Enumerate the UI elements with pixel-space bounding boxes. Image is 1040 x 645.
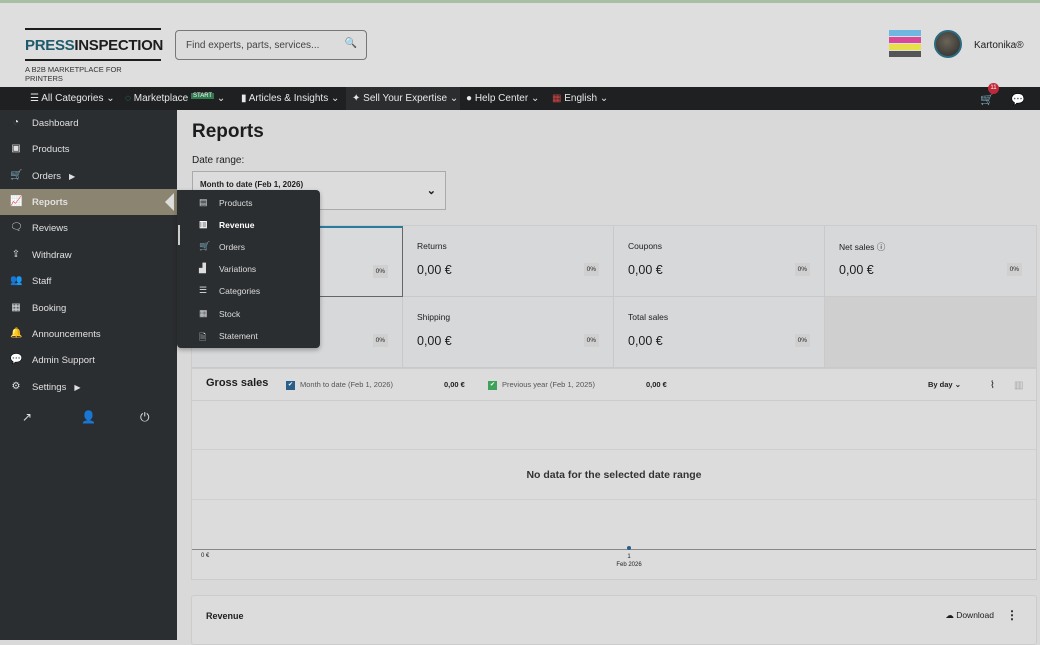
search-icon[interactable]: 🔍 <box>344 38 357 49</box>
download-button[interactable]: ☁ Download <box>945 610 994 620</box>
bell-icon: 🔔 <box>10 328 23 339</box>
caret-right-icon: ▶ <box>74 383 81 392</box>
start-badge: START <box>190 93 215 99</box>
nav-all-categories[interactable]: ☰ All Categories ⌄ <box>30 93 115 104</box>
list-icon: ☰ <box>199 285 208 295</box>
summary-card-net-sales[interactable]: Net sales ⓘ 0,00 €0% <box>825 226 1036 297</box>
summary-card[interactable]: 0% <box>192 297 403 368</box>
summary-card-total-sales[interactable]: Total sales 0,00 €0% <box>614 297 825 368</box>
sidebar-item-announcements[interactable]: 🔔 Announcements <box>10 328 101 340</box>
chat-icon[interactable]: 💬 <box>1011 94 1025 106</box>
cart-icon[interactable]: 🛒 <box>980 94 994 106</box>
summary-card-shipping[interactable]: Shipping 0,00 €0% <box>403 297 614 368</box>
sidebar-item-dashboard[interactable]: ◔ Dashboard <box>0 110 177 136</box>
uk-flag-icon: ▦ <box>552 93 562 104</box>
calendar-icon: ▤ <box>199 197 208 207</box>
sidebar-item-products[interactable]: ▣ Products <box>11 143 70 155</box>
cart-icon: 🛒 <box>10 170 23 181</box>
boxes-icon: ▟ <box>199 263 206 273</box>
x-tick: 1 Feb 2026 <box>616 554 642 568</box>
data-point <box>627 546 631 550</box>
legend-previous[interactable]: ✔ Previous year (Feb 1, 2025) <box>488 380 595 390</box>
sidebar-item-withdraw[interactable]: ⇪ Withdraw <box>11 249 72 261</box>
external-link-icon[interactable]: ↗ <box>22 410 33 424</box>
chart-icon: 📈 <box>10 196 23 207</box>
calendar-icon: ▦ <box>11 302 21 313</box>
legend-previous-value: 0,00 € <box>646 380 667 389</box>
nav-language[interactable]: ▦ English ⌄ <box>552 93 609 104</box>
users-icon: 👥 <box>10 275 23 286</box>
sidebar-item-settings[interactable]: ⚙ Settings ▶ <box>11 381 81 393</box>
y-tick: 0 € <box>201 553 210 559</box>
chevron-down-icon: ⌄ <box>426 185 436 197</box>
nav-marketplace[interactable]: ◌ Marketplace START ⌄ <box>125 93 226 104</box>
main-nav: ☰ All Categories ⌄ ◌ Marketplace START ⌄… <box>0 83 1040 110</box>
user-name[interactable]: Kartonika® <box>974 40 1024 51</box>
dashboard-icon: ◔ <box>12 117 20 128</box>
x-axis <box>192 549 1036 550</box>
legend-current-value: 0,00 € <box>444 380 465 389</box>
user-icon[interactable]: 👤 <box>81 410 96 424</box>
warehouse-icon: ▦ <box>199 308 208 318</box>
sidebar-item-booking[interactable]: ▦ Booking <box>11 302 67 314</box>
page-title: Reports <box>192 121 264 142</box>
support-icon: 💬 <box>10 354 23 365</box>
logo-tagline: A B2B MARKETPLACE FOR PRINTERS <box>25 65 122 83</box>
sidebar: ◔ Dashboard ▣ Products 🛒 Orders ▶ 📈 Reports 🗨… <box>0 110 177 640</box>
no-data-message: No data for the selected date range <box>526 469 702 481</box>
gross-sales-chart: Gross sales ✔ Month to date (Feb 1, 2026)… <box>191 368 1037 580</box>
date-range-label: Date range: <box>192 155 245 166</box>
empty-card <box>825 297 1036 368</box>
checkbox-icon: ✔ <box>286 380 295 390</box>
cloud-download-icon: ☁ <box>945 610 954 620</box>
nav-help-center[interactable]: ● Help Center ⌄ <box>466 93 540 104</box>
line-chart-icon[interactable]: ⌇ <box>990 380 995 391</box>
sidebar-item-orders[interactable]: 🛒 Orders ▶ <box>10 170 76 182</box>
bar-chart-icon: ▥ <box>199 219 208 229</box>
sidebar-item-reports[interactable]: 📈 Reports <box>0 189 177 215</box>
gear-icon: ⚙ <box>11 381 21 392</box>
summary-card-returns[interactable]: Returns 0,00 €0% <box>403 226 614 297</box>
top-accent <box>0 0 1040 3</box>
revenue-panel: Revenue ☁ Download ⋮ <box>191 595 1037 645</box>
sidebar-item-admin-support[interactable]: 💬 Admin Support <box>10 354 95 366</box>
interval-select[interactable]: By day ⌄ <box>928 380 961 389</box>
reports-flyout-menu: ▤ Products ▥ Revenue 🛒 Orders ▟ Variations ☰… <box>177 190 320 348</box>
chat-icon: 🗨 <box>10 222 23 233</box>
bar-chart-icon[interactable]: ▥ <box>1014 380 1024 391</box>
logo-part1: PRESS <box>25 37 75 54</box>
caret-right-icon: ▶ <box>69 172 76 181</box>
flyout-caret <box>165 193 174 211</box>
sidebar-item-reviews[interactable]: 🗨 Reviews <box>10 222 68 234</box>
search-placeholder: Find experts, parts, services... <box>186 40 320 51</box>
cart-icon: 🛒 <box>199 241 211 251</box>
logo-part2: INSPECTION <box>74 37 164 54</box>
avatar[interactable] <box>934 30 962 58</box>
revenue-title: Revenue <box>206 611 244 621</box>
site-header: PRESSINSPECTION A B2B MARKETPLACE FOR PR… <box>0 3 1040 87</box>
cmyk-color-bar-icon <box>889 30 921 58</box>
document-icon: 🗎 <box>199 332 207 342</box>
summary-card-coupons[interactable]: Coupons 0,00 €0% <box>614 226 825 297</box>
chart-title: Gross sales <box>206 377 269 389</box>
search-input[interactable]: Find experts, parts, services... 🔍 <box>175 30 367 60</box>
nav-sell-expertise[interactable]: ✦ Sell Your Expertise ⌄ <box>352 93 459 104</box>
briefcase-icon: ▣ <box>11 143 21 154</box>
logo[interactable]: PRESSINSPECTION A B2B MARKETPLACE FOR PR… <box>25 28 164 83</box>
power-icon[interactable]: ⏻ <box>140 410 150 424</box>
cart-count-badge: 11 <box>988 83 999 94</box>
upload-icon: ⇪ <box>11 249 21 260</box>
legend-current[interactable]: ✔ Month to date (Feb 1, 2026) <box>286 380 393 390</box>
nav-articles[interactable]: ▮ Articles & Insights ⌄ <box>241 93 340 104</box>
info-icon[interactable]: ⓘ <box>876 242 886 252</box>
more-options-icon[interactable]: ⋮ <box>1006 608 1018 622</box>
sidebar-item-staff[interactable]: 👥 Staff <box>10 275 52 287</box>
checkbox-icon: ✔ <box>488 380 497 390</box>
